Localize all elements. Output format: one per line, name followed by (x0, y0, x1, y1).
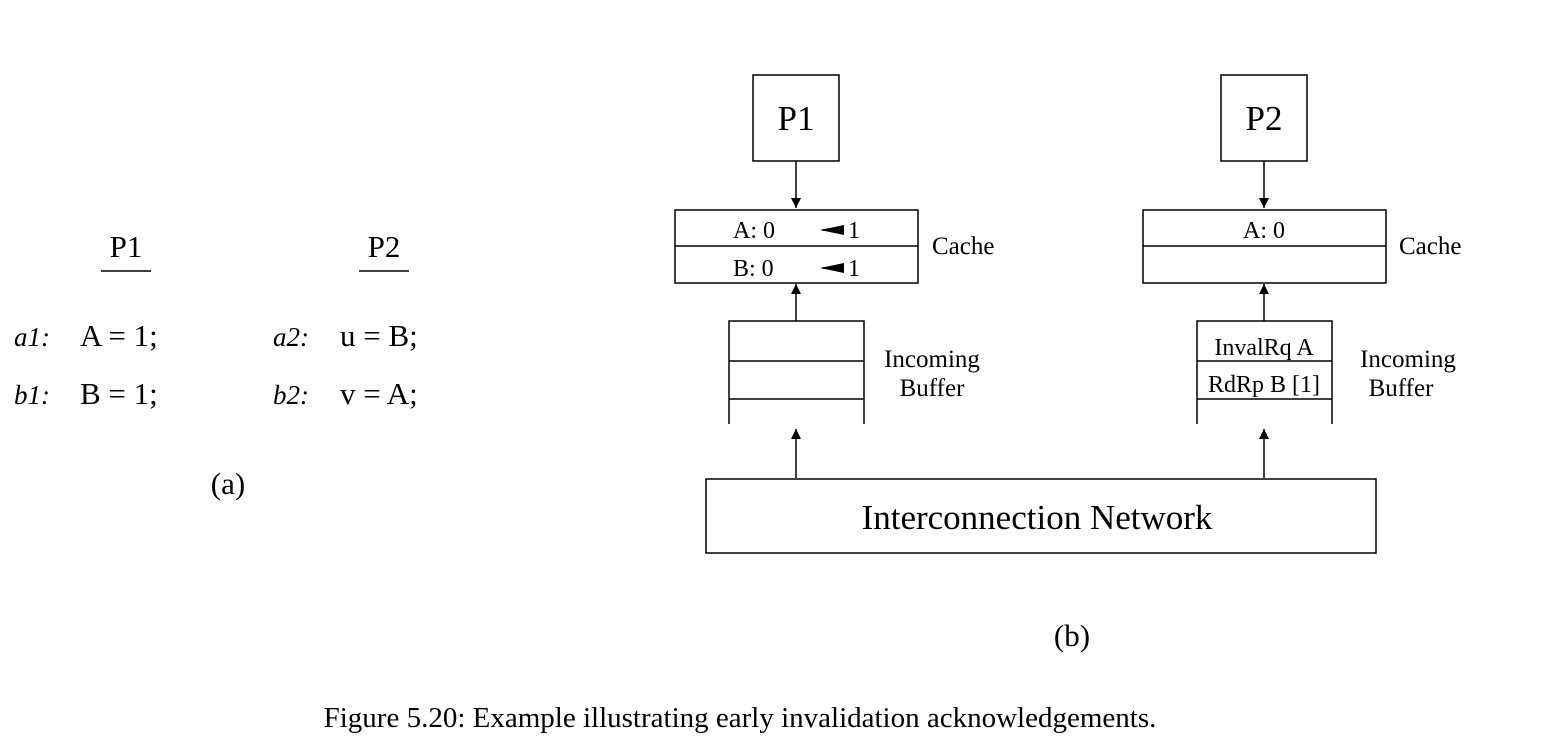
cache-line-old-value: B: 0 (733, 256, 774, 282)
cache-p1-label: Cache (932, 233, 994, 260)
buffer-p2-label-line2: Buffer (1369, 375, 1434, 402)
interconnection-network: Interconnection Network (705, 478, 1377, 554)
p1-row-code: A = 1; (80, 318, 158, 353)
buffer-p1-outline (728, 320, 865, 424)
buffer-entry: RdRp B [1] (1208, 372, 1320, 398)
network-label: Interconnection Network (862, 498, 1213, 537)
figure-caption: Figure 5.20: Example illustrating early … (324, 702, 1157, 734)
network-box (705, 478, 1377, 554)
cache-p2-label: Cache (1399, 233, 1461, 260)
cache-line-value: A: 0 (1243, 218, 1285, 244)
processor-p2-label: P2 (1246, 99, 1283, 138)
cache-update-arrow-head (820, 225, 844, 235)
buffer-p1-label-line1: Incoming (884, 346, 980, 373)
p1-row-label: b1: (14, 380, 50, 410)
buffer-p1-label-line2: Buffer (900, 375, 965, 402)
node-p1: P1 A: 0 1 B: 0 1 Cache Incoming Buffer (674, 74, 994, 478)
p2-row-code: u = B; (340, 318, 418, 353)
buffer-p2-label-line1: Incoming (1360, 346, 1456, 373)
p2-row-label: b2: (273, 380, 309, 410)
p2-row-label: a2: (273, 322, 309, 352)
p2-code-header: P2 (368, 229, 401, 264)
node-p2: P2 A: 0 Cache InvalRq A RdRp B [1] Incom… (1142, 74, 1461, 478)
part-a: P1 a1: A = 1; b1: B = 1; P2 a2: u = B; b… (14, 229, 418, 501)
sublabel-b: (b) (1054, 618, 1090, 653)
p1-column: P1 a1: A = 1; b1: B = 1; (14, 229, 158, 411)
p2-row-code: v = A; (340, 376, 418, 411)
cache-update-arrow-head (820, 263, 844, 273)
p2-column: P2 a2: u = B; b2: v = A; (273, 229, 418, 411)
buffer-p2-outline (1196, 320, 1333, 424)
cache-p2: A: 0 (1142, 209, 1387, 284)
p1-row-code: B = 1; (80, 376, 158, 411)
processor-p1-label: P1 (778, 99, 815, 138)
p1-row-label: a1: (14, 322, 50, 352)
buffer-p2: InvalRq A RdRp B [1] (1196, 320, 1333, 424)
p1-code-header: P1 (110, 229, 143, 264)
sublabel-a: (a) (211, 466, 245, 501)
cache-line-old-value: A: 0 (733, 218, 775, 244)
cache-line-new-value: 1 (848, 256, 860, 282)
buffer-entry: InvalRq A (1214, 335, 1314, 361)
cache-line-new-value: 1 (848, 218, 860, 244)
buffer-p1 (728, 320, 865, 424)
cache-p1: A: 0 1 B: 0 1 (674, 209, 919, 284)
